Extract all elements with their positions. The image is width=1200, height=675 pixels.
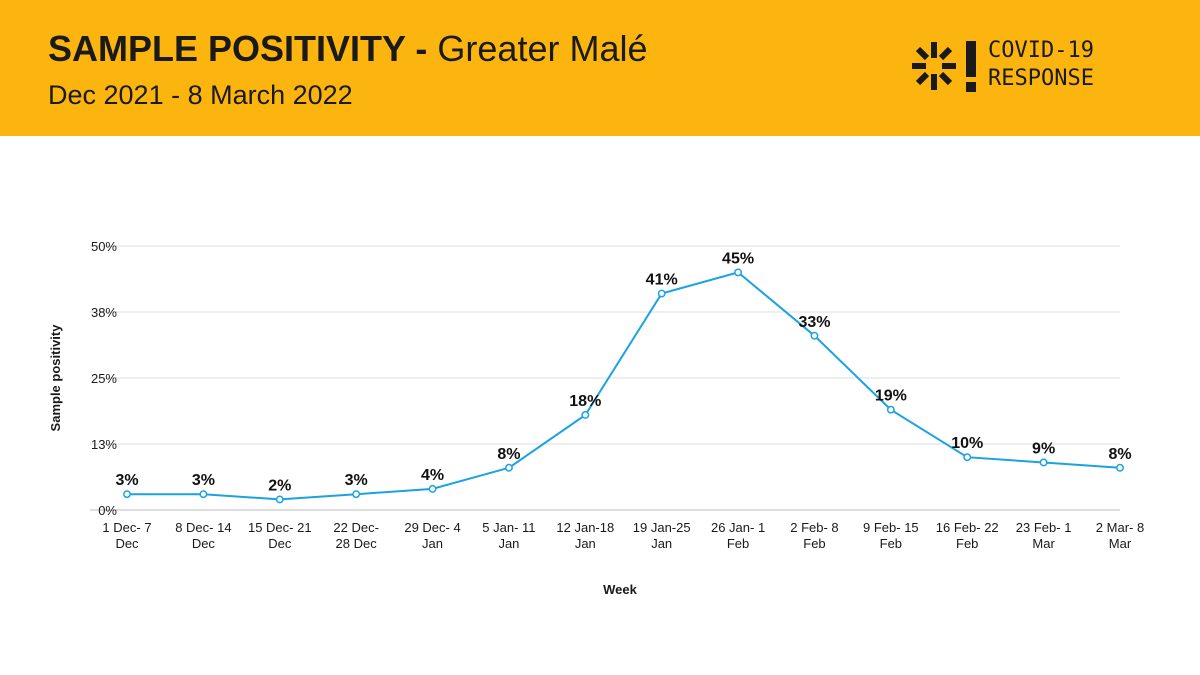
data-point: [810, 331, 819, 340]
page-title: SAMPLE POSITIVITY - Greater Malé: [48, 28, 647, 70]
x-tick-label-line: Dec: [115, 536, 139, 551]
x-tick-label-line: 5 Jan- 11: [482, 520, 535, 535]
covid-response-logo: [912, 41, 976, 92]
data-label: 45%: [722, 250, 754, 267]
x-tick-label: 22 Dec-28 Dec: [333, 520, 379, 551]
data-label: 18%: [569, 393, 601, 410]
data-label: 4%: [421, 467, 444, 484]
x-tick-label: 2 Mar- 8 Mar: [1096, 520, 1144, 551]
logo-line-1: COVID-19: [988, 38, 1094, 63]
data-label: 3%: [345, 472, 368, 489]
x-tick-label-line: 19 Jan-25: [633, 520, 691, 535]
x-tick-label-line: 28 Dec: [336, 536, 378, 551]
data-label: 2%: [268, 477, 291, 494]
x-tick-label: 19 Jan-25 Jan: [633, 520, 691, 551]
asterisk-icon: [912, 42, 956, 90]
x-tick-label: 8 Dec- 14 Dec: [175, 520, 231, 551]
data-label: 10%: [951, 435, 983, 452]
data-label: 33%: [798, 314, 830, 331]
y-tick-label: 25%: [91, 371, 117, 386]
x-tick-label: 2 Feb- 8 Feb: [790, 520, 838, 551]
x-axis-label: Week: [603, 582, 637, 597]
data-point: [657, 289, 666, 298]
data-label: 3%: [115, 472, 138, 489]
x-tick-label-line: 22 Dec-: [333, 520, 379, 535]
logo-text: COVID-19 RESPONSE: [988, 37, 1094, 93]
x-tick-label-line: 12 Jan-18: [556, 520, 614, 535]
header-banner: SAMPLE POSITIVITY - Greater Malé Dec 202…: [0, 0, 1200, 136]
y-axis-ticks: 0% 13% 25% 38% 50%: [91, 239, 117, 518]
x-tick-label: 16 Feb- 22 Feb: [936, 520, 999, 551]
x-tick-label-line: Jan: [498, 536, 519, 551]
x-tick-label: 9 Feb- 15 Feb: [863, 520, 919, 551]
x-tick-label-line: Mar: [1109, 536, 1132, 551]
x-tick-label: 23 Feb- 1 Mar: [1016, 520, 1072, 551]
x-tick-label: 29 Dec- 4 Jan: [404, 520, 460, 551]
x-tick-label: 12 Jan-18 Jan: [556, 520, 614, 551]
title-bold: SAMPLE POSITIVITY -: [48, 28, 428, 69]
logo-line-2: RESPONSE: [988, 66, 1094, 91]
data-point: [734, 268, 743, 277]
data-label: 3%: [192, 472, 215, 489]
data-point: [581, 411, 590, 419]
data-point: [504, 463, 513, 472]
x-tick-label-line: 16 Feb- 22: [936, 520, 999, 535]
title-location: Greater Malé: [437, 28, 648, 69]
x-tick-label-line: 8 Dec- 14: [175, 520, 231, 535]
x-tick-label-line: Feb: [803, 536, 825, 551]
x-tick-label-line: 29 Dec- 4: [404, 520, 460, 535]
exclamation-icon: [966, 41, 976, 92]
y-tick-label: 0%: [98, 503, 117, 518]
data-label: 8%: [1108, 446, 1131, 463]
data-point: [886, 405, 895, 414]
x-tick-label-line: Dec: [192, 536, 216, 551]
data-label: 8%: [497, 446, 520, 463]
x-tick-label-line: Jan: [575, 536, 596, 551]
page-subtitle: Dec 2021 - 8 March 2022: [48, 80, 353, 110]
data-point: [275, 495, 284, 504]
data-points: [123, 268, 1124, 504]
data-point: [1116, 463, 1124, 472]
data-label: 19%: [875, 388, 907, 405]
x-tick-label-line: Feb: [956, 536, 978, 551]
x-tick-label-line: Mar: [1032, 536, 1055, 551]
x-tick-label: 5 Jan- 11 Jan: [482, 520, 535, 551]
x-tick-label-line: 15 Dec- 21: [248, 520, 312, 535]
x-tick-label: 1 Dec- 7 Dec: [102, 520, 151, 551]
gridlines: [90, 245, 1120, 511]
x-tick-label-line: Dec: [268, 536, 292, 551]
data-label: 41%: [646, 272, 678, 289]
x-tick-label-line: 23 Feb- 1: [1016, 520, 1072, 535]
x-tick-label-line: Jan: [651, 536, 672, 551]
y-axis-label: Sample positivity: [48, 324, 63, 432]
series-line: [127, 271, 1121, 501]
x-tick-label-line: 9 Feb- 15: [863, 520, 919, 535]
data-labels: 3% 3% 2% 3% 4% 8% 18% 41% 45% 33% 19% 10% 9% 8%: [115, 250, 1131, 494]
data-point: [199, 490, 208, 499]
x-tick-label-line: 26 Jan- 1: [711, 520, 765, 535]
x-tick-label-line: 2 Feb- 8: [790, 520, 838, 535]
x-tick-label-line: Feb: [880, 536, 902, 551]
x-tick-label-line: 1 Dec- 7: [102, 520, 151, 535]
data-label: 9%: [1032, 440, 1055, 457]
y-tick-label: 50%: [91, 239, 117, 254]
data-point: [1039, 458, 1048, 467]
data-point: [963, 453, 972, 462]
data-point: [352, 490, 361, 499]
x-tick-label-line: 2 Mar- 8: [1096, 520, 1144, 535]
data-point: [428, 484, 437, 493]
y-tick-label: 13%: [91, 437, 117, 452]
x-tick-label-line: Jan: [422, 536, 443, 551]
data-point: [123, 490, 131, 499]
x-tick-label-line: Feb: [727, 536, 749, 551]
y-tick-label: 38%: [91, 305, 117, 320]
x-tick-label: 15 Dec- 21 Dec: [248, 520, 312, 551]
x-tick-label: 26 Jan- 1 Feb: [711, 520, 765, 551]
